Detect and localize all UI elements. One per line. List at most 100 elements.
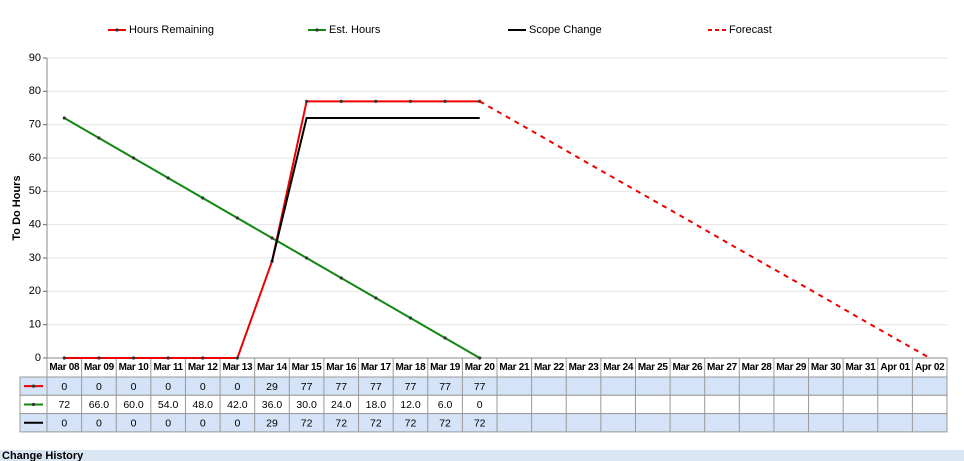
table-cell: 77 — [474, 381, 486, 393]
point — [166, 356, 170, 360]
point — [201, 196, 205, 200]
point — [131, 156, 136, 160]
y-tick-label: 40 — [29, 219, 41, 231]
y-tick-label: 0 — [35, 352, 41, 364]
point — [235, 216, 239, 220]
y-tick-label: 30 — [29, 252, 41, 264]
table-cell: 48.0 — [193, 399, 214, 411]
x-tick-label: Mar 20 — [465, 362, 496, 373]
table-cell: 0 — [96, 418, 102, 430]
x-tick-label: Mar 31 — [846, 362, 877, 373]
table-cell: 60.0 — [123, 399, 144, 411]
x-tick-label: Mar 23 — [569, 362, 600, 373]
table-cell: 72 — [335, 418, 347, 430]
point — [478, 356, 482, 360]
x-tick-label: Mar 21 — [499, 362, 530, 373]
y-tick-label: 60 — [29, 152, 41, 164]
table-cell: 0 — [165, 418, 171, 430]
table-cell: 6.0 — [438, 399, 453, 411]
table-cell: 0 — [234, 418, 240, 430]
point — [443, 99, 447, 103]
table-row — [19, 413, 948, 433]
table-cell: 66.0 — [89, 399, 110, 411]
table-cell: 0 — [131, 381, 137, 393]
x-tick-label: Mar 25 — [638, 362, 669, 373]
table-cell: 72 — [405, 418, 417, 430]
legend-label: Scope Change — [529, 24, 602, 36]
table-cell: 72 — [474, 418, 486, 430]
point — [374, 99, 378, 103]
x-tick-label: Apr 01 — [880, 362, 910, 373]
x-tick-label: Mar 27 — [707, 362, 738, 373]
x-tick-label: Mar 18 — [396, 362, 427, 373]
series-line — [64, 100, 480, 359]
table-cell: 72 — [439, 418, 451, 430]
point — [339, 99, 343, 103]
footer-bar — [0, 450, 964, 461]
table-cell: 72 — [301, 418, 313, 430]
x-tick-label: Mar 12 — [188, 362, 219, 373]
x-tick-label: Mar 10 — [119, 362, 150, 373]
table-cell: 77 — [335, 381, 347, 393]
point — [443, 336, 447, 340]
point — [339, 276, 343, 280]
table-cell: 18.0 — [366, 399, 387, 411]
table-cell: 29 — [266, 418, 278, 430]
point — [97, 356, 101, 360]
table-cell: 72 — [370, 418, 382, 430]
x-tick-label: Mar 09 — [84, 362, 115, 373]
point — [97, 136, 101, 140]
point — [374, 296, 378, 300]
y-tick-label: 50 — [29, 185, 41, 197]
table-cell: 0 — [96, 381, 102, 393]
x-tick-label: Mar 28 — [742, 362, 773, 373]
x-tick-label: Mar 15 — [292, 362, 323, 373]
footer-heading: Change History — [2, 450, 84, 461]
table-cell: 0 — [200, 381, 206, 393]
x-tick-label: Apr 02 — [915, 362, 945, 373]
point — [235, 356, 239, 360]
x-tick-label: Mar 29 — [776, 362, 807, 373]
table-cell: 24.0 — [331, 399, 352, 411]
legend-marker — [115, 28, 119, 32]
table-cell: 77 — [301, 381, 313, 393]
legend-marker — [315, 28, 319, 32]
table-cell: 77 — [370, 381, 382, 393]
row-marker — [31, 402, 36, 407]
table-cell: 0 — [234, 381, 240, 393]
y-tick-label: 10 — [29, 319, 41, 331]
table-cell: 30.0 — [296, 399, 317, 411]
point — [270, 236, 274, 240]
table-cell: 54.0 — [158, 399, 179, 411]
y-axis-label: To Do Hours — [11, 175, 23, 240]
point — [201, 356, 205, 360]
legend-label: Hours Remaining — [129, 24, 214, 36]
x-tick-label: Mar 19 — [430, 362, 461, 373]
point — [408, 99, 413, 103]
point — [305, 99, 309, 103]
point — [62, 356, 66, 360]
table-cell: 0 — [61, 381, 67, 393]
table-cell: 0 — [131, 418, 137, 430]
x-tick-label: Mar 24 — [603, 362, 634, 373]
y-tick-label: 90 — [29, 52, 41, 64]
table-cell: 0 — [165, 381, 171, 393]
table-cell: 77 — [405, 381, 417, 393]
x-tick-label: Mar 16 — [326, 362, 357, 373]
y-tick-label: 20 — [29, 285, 41, 297]
x-tick-label: Mar 26 — [672, 362, 703, 373]
x-tick-label: Mar 30 — [811, 362, 842, 373]
point — [305, 256, 309, 260]
table-cell: 0 — [200, 418, 206, 430]
row-marker — [31, 384, 36, 388]
x-tick-label: Mar 11 — [153, 362, 183, 373]
point — [62, 116, 66, 120]
point — [166, 176, 170, 180]
table-cell: 12.0 — [400, 399, 421, 411]
table-cell: 0 — [477, 399, 483, 411]
table-cell: 72 — [58, 399, 70, 411]
table-cell: 36.0 — [262, 399, 283, 411]
table-cell: 29 — [266, 381, 278, 393]
table-cell: 42.0 — [227, 399, 248, 411]
